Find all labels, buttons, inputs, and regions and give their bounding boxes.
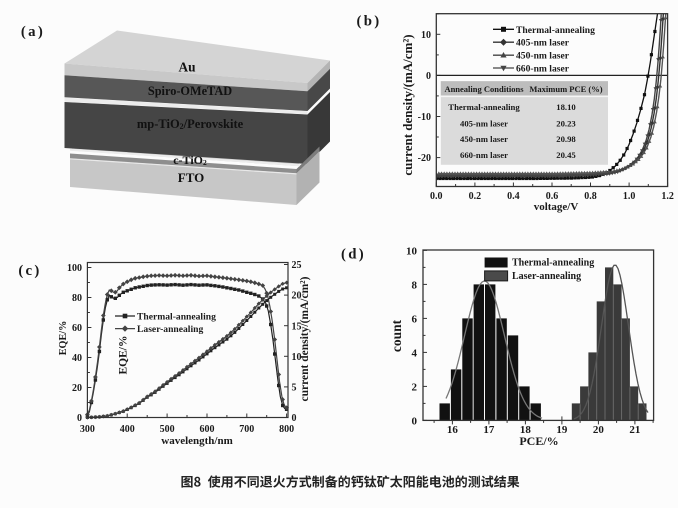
svg-text:2: 2	[412, 381, 418, 393]
svg-text:660-nm laser: 660-nm laser	[460, 150, 508, 160]
svg-text:Laser-annealing: Laser-annealing	[137, 324, 203, 335]
svg-text:25: 25	[292, 260, 302, 271]
svg-text:0: 0	[412, 415, 418, 427]
svg-text:10: 10	[406, 245, 418, 257]
svg-text:-10: -10	[418, 112, 431, 123]
svg-text:20: 20	[72, 383, 82, 394]
svg-text:Laser-annealing: Laser-annealing	[512, 271, 581, 282]
svg-text:60: 60	[72, 323, 82, 334]
svg-text:0: 0	[292, 413, 297, 424]
svg-text:mp-TiO2/Perovskite: mp-TiO2/Perovskite	[137, 117, 244, 131]
svg-text:1.2: 1.2	[661, 191, 674, 202]
svg-text:-20: -20	[418, 153, 431, 164]
svg-text:405-nm laser: 405-nm laser	[460, 119, 508, 129]
svg-text:80: 80	[72, 293, 82, 304]
svg-text:450-nm laser: 450-nm laser	[460, 134, 508, 144]
svg-text:Au: Au	[179, 60, 197, 75]
svg-text:18: 18	[520, 424, 532, 436]
svg-text:(b): (b)	[357, 14, 382, 30]
svg-text:PCE/%: PCE/%	[519, 434, 558, 448]
svg-text:Thermal-annealing: Thermal-annealing	[137, 312, 216, 323]
svg-text:660-nm laser: 660-nm laser	[516, 64, 570, 75]
svg-text:10: 10	[292, 352, 302, 363]
svg-text:0: 0	[77, 413, 82, 424]
svg-text:17: 17	[483, 424, 495, 436]
svg-text:Maximum PCE (%): Maximum PCE (%)	[529, 84, 602, 94]
svg-text:(d): (d)	[341, 247, 366, 263]
svg-text:wavelength/nm: wavelength/nm	[161, 435, 233, 447]
svg-text:5: 5	[292, 383, 297, 394]
svg-text:16: 16	[447, 424, 459, 436]
svg-text:0.0: 0.0	[430, 191, 443, 202]
svg-text:20.98: 20.98	[556, 134, 576, 144]
svg-text:15: 15	[292, 321, 302, 332]
svg-text:current density/(mA/cm²): current density/(mA/cm²)	[400, 34, 415, 175]
svg-text:6: 6	[412, 313, 418, 325]
svg-text:Spiro-OMeTAD: Spiro-OMeTAD	[148, 84, 232, 98]
svg-text:voltage/V: voltage/V	[534, 201, 579, 213]
svg-text:0.8: 0.8	[584, 191, 597, 202]
svg-text:20: 20	[593, 424, 605, 436]
svg-text:100: 100	[67, 263, 82, 274]
svg-text:Thermal-annealing: Thermal-annealing	[512, 258, 594, 269]
svg-text:count: count	[389, 319, 404, 352]
svg-text:Thermal-annealing: Thermal-annealing	[516, 25, 595, 36]
svg-text:700: 700	[239, 424, 254, 435]
svg-text:(c): (c)	[18, 263, 41, 279]
svg-text:FTO: FTO	[178, 170, 205, 185]
svg-text:40: 40	[72, 353, 82, 364]
svg-text:EQE/%: EQE/%	[118, 336, 130, 375]
svg-text:1.0: 1.0	[623, 191, 636, 202]
svg-text:0.2: 0.2	[469, 191, 482, 202]
svg-text:21: 21	[629, 424, 640, 436]
svg-text:8: 8	[412, 279, 418, 291]
svg-text:Thermal-annealing: Thermal-annealing	[448, 102, 520, 112]
svg-text:18.10: 18.10	[556, 102, 576, 112]
svg-text:300: 300	[80, 424, 95, 435]
svg-text:10: 10	[421, 30, 431, 41]
svg-text:19: 19	[556, 424, 568, 436]
svg-text:0: 0	[426, 71, 431, 82]
svg-text:(a): (a)	[21, 24, 45, 40]
svg-text:450-nm laser: 450-nm laser	[516, 51, 570, 62]
svg-text:800: 800	[279, 424, 294, 435]
svg-text:4: 4	[412, 347, 418, 359]
svg-text:20.23: 20.23	[556, 119, 576, 129]
svg-text:0.4: 0.4	[507, 191, 520, 202]
svg-text:c-TiO2: c-TiO2	[173, 153, 207, 167]
svg-text:405-nm laser: 405-nm laser	[516, 38, 570, 49]
svg-text:500: 500	[160, 424, 175, 435]
svg-text:400: 400	[120, 424, 135, 435]
svg-text:20.45: 20.45	[556, 150, 576, 160]
svg-text:current density/(mA/cm²): current density/(mA/cm²)	[299, 276, 311, 401]
svg-text:20: 20	[292, 291, 302, 302]
svg-text:EQE/%: EQE/%	[58, 321, 69, 356]
svg-text:600: 600	[200, 424, 215, 435]
svg-text:Annealing Conditions: Annealing Conditions	[444, 84, 524, 94]
svg-text:0.6: 0.6	[546, 191, 559, 202]
